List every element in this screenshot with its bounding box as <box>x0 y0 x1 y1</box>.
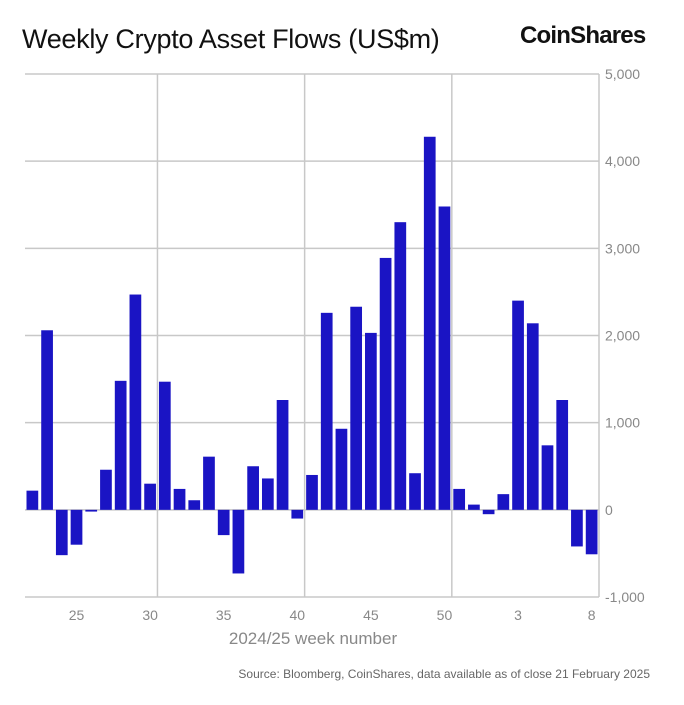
bar-week-51 <box>453 488 466 510</box>
chart-title: Weekly Crypto Asset Flows (US$m) <box>22 24 440 54</box>
bar-week-6 <box>556 400 569 510</box>
bars <box>26 136 598 574</box>
bar-week-26 <box>85 509 98 512</box>
x-tick-label: 40 <box>289 607 305 623</box>
bar-week-27 <box>100 469 112 510</box>
bar-week-43 <box>335 428 348 510</box>
bar-week-36 <box>232 509 245 574</box>
bar-week-47 <box>394 222 407 510</box>
bar-week-8 <box>585 509 598 555</box>
bar-week-46 <box>379 257 392 510</box>
bar-week-40 <box>291 509 304 519</box>
bar-week-7 <box>571 509 583 547</box>
bar-week-44 <box>350 306 363 510</box>
x-tick-label: 35 <box>216 607 232 623</box>
x-axis-label: 2024/25 week number <box>229 629 398 648</box>
bar-week-23 <box>41 330 53 510</box>
bar-week-45 <box>365 332 377 510</box>
bar-week-5 <box>541 445 554 510</box>
bar-week-49 <box>423 136 436 510</box>
gridlines <box>25 73 600 598</box>
bar-week-35 <box>217 509 230 536</box>
bar-week-25 <box>70 509 83 545</box>
y-tick-label: 2,000 <box>605 328 640 344</box>
x-tick-label: 45 <box>363 607 379 623</box>
x-tick-label: 50 <box>437 607 453 623</box>
x-tick-label: 3 <box>514 607 522 623</box>
source-note: Source: Bloomberg, CoinShares, data avai… <box>238 667 650 681</box>
bar-week-31 <box>158 381 171 510</box>
coinshares-logo: CoinShares <box>520 22 646 49</box>
bar-week-34 <box>203 456 215 510</box>
bar-week-2 <box>497 494 510 510</box>
bar-week-32 <box>173 488 186 510</box>
bar-week-4 <box>526 323 539 510</box>
y-tick-label: 1,000 <box>605 415 640 431</box>
bar-week-52 <box>468 504 480 510</box>
bar-week-3 <box>512 300 524 510</box>
bar-week-30 <box>144 483 156 510</box>
x-tick-label: 30 <box>142 607 158 623</box>
bar-week-50 <box>438 206 451 510</box>
bar-week-28 <box>114 380 127 510</box>
y-tick-label: 0 <box>605 502 613 518</box>
y-tick-label: 3,000 <box>605 240 640 256</box>
bar-week-48 <box>409 473 421 510</box>
bar-week-38 <box>261 478 274 510</box>
bar-week-42 <box>320 312 333 510</box>
bar-week-33 <box>188 500 201 510</box>
y-tick-label: -1,000 <box>605 589 645 605</box>
x-tick-label: 8 <box>588 607 596 623</box>
bar-week-1 <box>482 509 495 515</box>
bar-week-37 <box>247 466 259 510</box>
x-tick-label: 25 <box>69 607 85 623</box>
y-tick-label: 4,000 <box>605 153 640 169</box>
y-axis-ticks: -1,000 0 1,000 2,000 3,000 4,000 5,000 <box>605 66 645 605</box>
bar-week-24 <box>55 509 68 556</box>
y-tick-label: 5,000 <box>605 66 640 82</box>
bar-week-41 <box>306 474 318 510</box>
bar-week-39 <box>276 400 289 510</box>
bar-week-29 <box>129 294 142 510</box>
x-axis-ticks: 25 30 35 40 45 50 3 8 <box>69 607 596 623</box>
bar-week-22 <box>26 490 39 510</box>
